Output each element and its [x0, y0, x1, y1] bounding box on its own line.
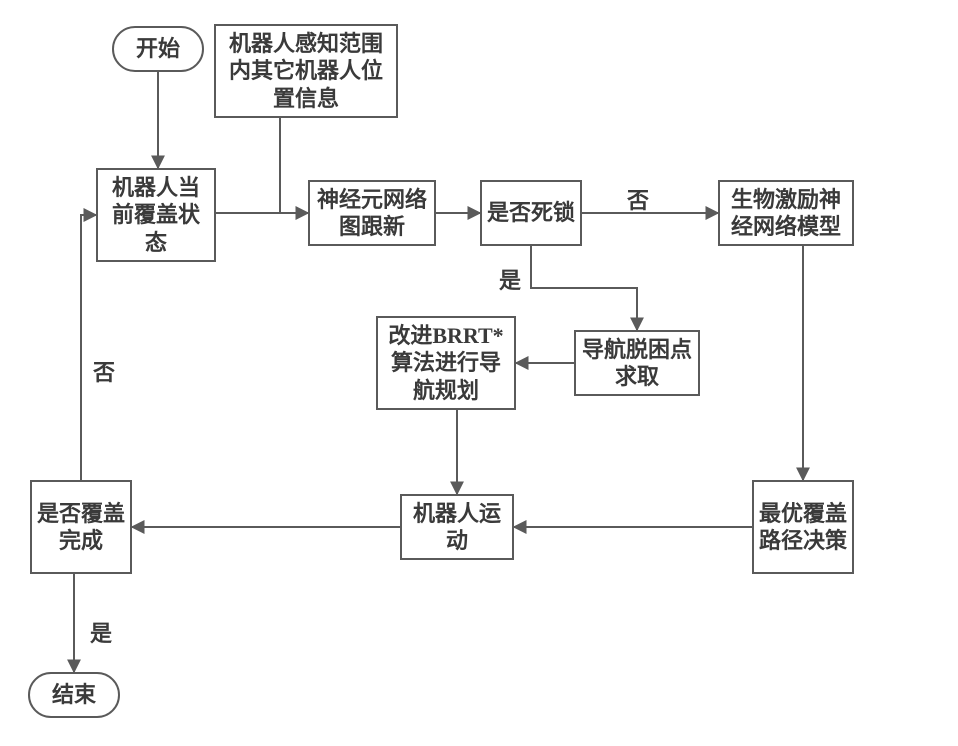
node-perceive: 机器人感知范围内其它机器人位置信息	[214, 24, 398, 118]
node-brrt: 改进BRRT*算法进行导航规划	[376, 316, 516, 410]
e-done-state-label: 否	[91, 355, 117, 387]
e-done-state	[81, 215, 96, 480]
e-deadlock-bio-label: 否	[625, 183, 651, 215]
node-update: 神经元网络图跟新	[308, 180, 436, 246]
node-state: 机器人当前覆盖状态	[96, 168, 216, 262]
node-done: 是否覆盖完成	[30, 480, 132, 574]
node-decide: 最优覆盖路径决策	[752, 480, 854, 574]
node-bio: 生物激励神经网络模型	[718, 180, 854, 246]
node-motion: 机器人运动	[400, 494, 514, 560]
flowchart-canvas: 开始 机器人感知范围内其它机器人位置信息 机器人当前覆盖状态 神经元网络图跟新 …	[0, 0, 958, 746]
node-end: 结束	[28, 672, 120, 718]
e-done-end-label: 是	[88, 616, 114, 648]
e-deadlock-escape-label: 是	[497, 263, 523, 295]
node-deadlock: 是否死锁	[480, 180, 582, 246]
e-deadlock-escape	[531, 246, 637, 330]
node-escape: 导航脱困点求取	[574, 330, 700, 396]
node-start: 开始	[112, 26, 204, 72]
